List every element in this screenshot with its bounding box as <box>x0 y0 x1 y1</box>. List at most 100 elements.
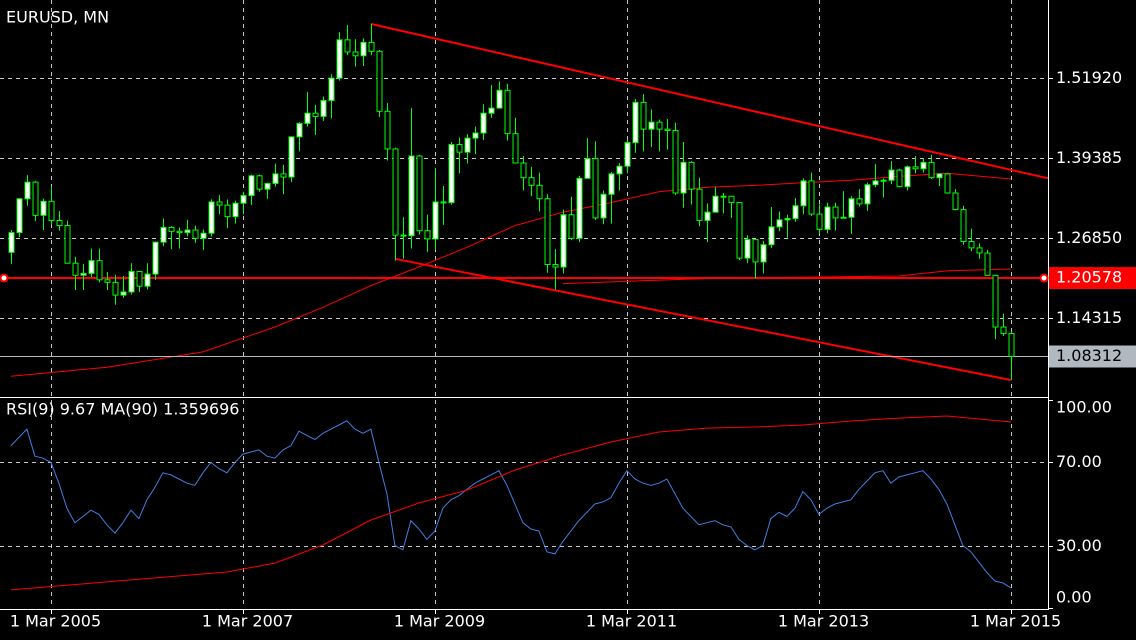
candle-body <box>936 173 943 179</box>
candle-body <box>160 226 167 243</box>
candle-body <box>560 214 567 268</box>
candle-body <box>48 200 55 221</box>
candle-body <box>176 230 183 234</box>
candle-body <box>888 169 895 181</box>
candle-body <box>568 214 575 239</box>
candle-body <box>408 155 415 237</box>
price-tag-label: 1.08312 <box>1056 346 1122 365</box>
candle-body <box>288 136 295 178</box>
x-tick-label: 1 Mar 2013 <box>778 612 869 631</box>
candle-body <box>216 201 223 206</box>
candle-body <box>112 281 119 296</box>
indicator-title: RSI(9) 9.67 MA(90) 1.359696 <box>6 400 239 419</box>
candle-body <box>240 195 247 204</box>
candle-body <box>32 181 39 216</box>
trendline <box>394 257 1012 381</box>
candle-body <box>752 239 759 263</box>
candle-body <box>128 271 135 293</box>
candle-body <box>712 195 719 213</box>
candle-body <box>912 166 919 170</box>
price-tag-label: 1.20578 <box>1056 268 1122 287</box>
x-tick-label: 1 Mar 2015 <box>970 612 1061 631</box>
price-tag <box>1049 345 1136 368</box>
candle-body <box>528 177 535 186</box>
candle-body <box>96 260 103 281</box>
candle-body <box>552 263 559 268</box>
candle-body <box>544 198 551 265</box>
trendline <box>370 22 1048 180</box>
candle-body <box>808 180 815 215</box>
candle-body <box>536 184 543 200</box>
candle-body <box>1008 332 1015 357</box>
candle-body <box>824 206 831 230</box>
candle-body <box>136 271 143 287</box>
candle-body <box>608 173 615 195</box>
candle-body <box>512 133 519 164</box>
candle-body <box>80 272 87 276</box>
axes <box>0 0 1053 614</box>
candle-body <box>440 201 447 204</box>
candle-body <box>624 142 631 167</box>
candle-body <box>960 209 967 243</box>
candle-body <box>144 273 151 287</box>
candle-body <box>720 195 727 198</box>
candle-body <box>344 39 351 53</box>
candle-body <box>208 201 215 234</box>
candle-body <box>24 181 31 200</box>
candle-body <box>680 161 687 194</box>
candle-body <box>248 175 255 197</box>
y-tick-label: 0.00 <box>1056 588 1092 607</box>
candle-body <box>784 218 791 221</box>
candle-body <box>520 162 527 179</box>
candle-body <box>376 50 383 112</box>
candle-body <box>768 226 775 246</box>
candle-body <box>192 229 199 239</box>
candle-body <box>168 226 175 232</box>
candle-body <box>504 89 511 135</box>
candle-body <box>1000 326 1007 334</box>
candle-body <box>120 291 127 296</box>
candle-body <box>904 166 911 188</box>
candle-body <box>152 241 159 275</box>
candle-body <box>16 198 23 234</box>
candle-body <box>696 188 703 221</box>
candle-body <box>840 216 847 219</box>
candle-body <box>472 132 479 139</box>
candle-body <box>728 195 735 204</box>
candle-body <box>984 252 991 276</box>
candle-body <box>464 137 471 153</box>
candle-body <box>864 184 871 205</box>
candle-body <box>40 200 47 216</box>
candle-body <box>880 179 887 182</box>
candle-body <box>304 112 311 124</box>
candle-body <box>72 262 79 276</box>
candle-body <box>776 219 783 228</box>
candle-body <box>232 202 239 218</box>
candle-body <box>296 122 303 138</box>
candle-body <box>368 41 375 52</box>
candle-body <box>416 155 423 232</box>
candle-body <box>640 101 647 130</box>
candle-body <box>584 158 591 179</box>
candle-body <box>688 161 695 190</box>
y-tick-label: 1.51920 <box>1056 68 1122 87</box>
candle-body <box>664 128 671 131</box>
candle-body <box>816 213 823 230</box>
candle-body <box>432 201 439 240</box>
candle-body <box>424 230 431 240</box>
candle-body <box>744 239 751 259</box>
candle-body <box>184 229 191 234</box>
candle-body <box>760 244 767 263</box>
candle-body <box>360 41 367 57</box>
candle-body <box>256 175 263 190</box>
candle-body <box>944 173 951 194</box>
candle-body <box>952 192 959 211</box>
line-handle <box>0 273 9 283</box>
candle-body <box>384 110 391 150</box>
candle-body <box>616 165 623 175</box>
candle-body <box>832 206 839 219</box>
y-tick-label: 70.00 <box>1056 452 1102 471</box>
